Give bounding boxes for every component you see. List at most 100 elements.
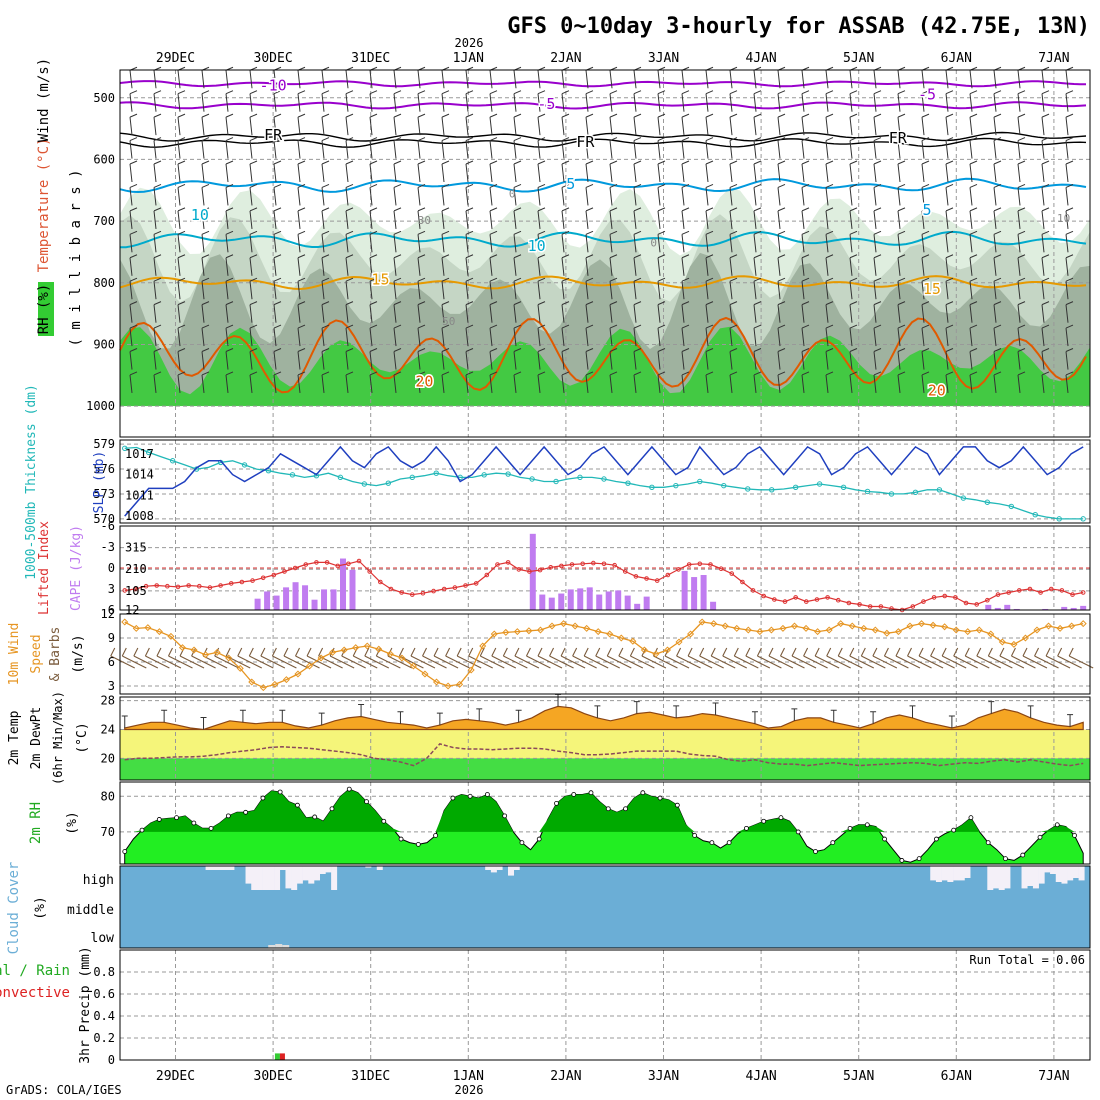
wind-speed-marker (1010, 640, 1018, 648)
wind-barb (777, 160, 786, 183)
wind-speed-marker (1079, 620, 1087, 628)
thickness-marker (745, 486, 751, 492)
surface-wind-barb (895, 647, 921, 669)
wind-barb (801, 371, 810, 394)
wind-barb (225, 324, 234, 347)
surface-wind-barb (618, 647, 644, 669)
rh2m-marker (916, 856, 922, 862)
wind-barb (801, 230, 810, 253)
wind-barb (753, 230, 762, 253)
wind-barb (345, 348, 354, 370)
cape-bar (985, 604, 992, 610)
wind-barb (201, 160, 210, 183)
wind-barb (177, 371, 186, 394)
temp-minmax-bar (1067, 714, 1074, 727)
wind-barb (969, 301, 978, 323)
wind-barb (825, 324, 834, 347)
wind-barb (465, 277, 474, 300)
lifted-index-marker (196, 583, 202, 589)
wind-barb (129, 348, 138, 370)
temp-axis-label-1: 2m Temp (7, 710, 22, 765)
rh2m-marker (795, 829, 801, 835)
wind-speed-marker (363, 642, 371, 650)
wind-barb (945, 254, 954, 276)
wind-barb (177, 301, 186, 323)
cape-bar (1013, 608, 1020, 610)
wind-barb (681, 137, 690, 159)
thickness-marker (649, 484, 655, 491)
wind-barb (465, 324, 474, 347)
wind-barb (945, 348, 954, 370)
temp-minmax-bar (397, 711, 404, 724)
high-cloud-gap (987, 866, 994, 890)
rh2m-marker (1020, 852, 1026, 858)
wind-barb (345, 277, 354, 300)
wind-barb (345, 160, 354, 183)
wind-barb (945, 371, 954, 394)
isotherm-line (119, 101, 1087, 110)
wind-barb (1017, 90, 1026, 112)
surface-wind-barb (456, 647, 482, 669)
wind-barb (849, 254, 858, 276)
grid-lines (120, 70, 1090, 1060)
surface-wind-barb (837, 647, 863, 669)
high-cloud-gap (998, 866, 1005, 890)
high-cloud-gap (296, 866, 303, 884)
wind-barb (609, 183, 618, 206)
wind-barb (273, 137, 282, 159)
bottom-date-label: 29DEC (156, 1069, 195, 1084)
wind-speed-marker (837, 620, 845, 628)
wind-barb (561, 277, 570, 300)
wind-barb (345, 113, 354, 136)
temp-minmax-bar (318, 712, 325, 726)
temp-band-green (120, 758, 1090, 780)
cape-bar (340, 558, 347, 610)
wind-speed-marker (202, 651, 210, 659)
wind-barb (393, 371, 402, 394)
cape-bar (634, 603, 641, 610)
lifted-index-marker (846, 600, 852, 606)
high-cloud-gap (291, 866, 298, 890)
cape-bar (567, 589, 574, 610)
top-date-label: 31DEC (351, 51, 390, 66)
wind-speed-marker (606, 630, 614, 638)
wind-barb (177, 277, 186, 300)
cape-bar (681, 570, 688, 610)
rh2m-marker (623, 806, 628, 812)
wind-barb (777, 277, 786, 300)
temp-axis-label-3: (6hr Min/Max) (51, 691, 65, 785)
wind-barb (681, 348, 690, 370)
temp-minmax-bar (791, 708, 798, 721)
slp-tick-label: 1014 (125, 468, 154, 482)
wind-speed-marker (271, 680, 279, 688)
wind-barb (993, 277, 1002, 300)
lifted-index-marker (825, 595, 830, 600)
wind-barb (321, 277, 330, 300)
wind-speed-marker (259, 684, 267, 692)
top-date-label: 3JAN (648, 51, 679, 66)
wind-barb (657, 348, 666, 370)
wind-barb (1017, 254, 1026, 276)
surface-wind-barb (745, 647, 771, 669)
wind-barb (633, 160, 642, 183)
wind-barb (849, 301, 858, 323)
dewpoint-line (124, 743, 1084, 767)
wind-barb (825, 137, 834, 159)
wind-barb (369, 277, 378, 300)
lifted-index-marker (122, 588, 128, 593)
wind-barb (297, 348, 306, 370)
high-cloud-gap (508, 866, 515, 876)
surface-wind-barb (606, 647, 632, 669)
high-cloud-gap (262, 866, 269, 890)
wind-barb (465, 348, 474, 370)
temp-axis-label-2: 2m DewPt (29, 707, 44, 770)
wind-barb (729, 230, 738, 253)
rh2m-marker (554, 800, 559, 806)
surface-wind-barb (248, 647, 274, 669)
rh2m-marker (726, 840, 732, 846)
bottom-date-label: 1JAN (453, 1069, 484, 1084)
wind-speed-tick-label: 12 (101, 607, 115, 621)
wind-barb (609, 160, 618, 183)
wind-barb (921, 160, 930, 183)
rh-contour-label: 0 (650, 237, 657, 250)
